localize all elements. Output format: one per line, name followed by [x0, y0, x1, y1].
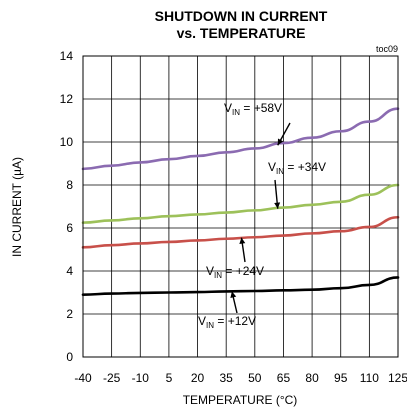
corner-label: toc09	[376, 44, 398, 54]
annotation-arrowhead	[230, 291, 237, 298]
grid	[83, 56, 398, 357]
x-tick-label: 5	[166, 371, 173, 385]
annotation-rest: = +58V	[240, 101, 282, 115]
plot-frame	[82, 55, 399, 358]
chart-subtitle: vs. TEMPERATURE	[177, 25, 306, 41]
y-tick-label: 6	[66, 221, 73, 235]
annotation-sub: IN	[214, 271, 222, 280]
annotation-main: V	[198, 314, 206, 328]
y-tick-label: 14	[60, 49, 74, 63]
x-tick-label: 50	[248, 371, 262, 385]
series-annotation-label: VIN = +12V	[198, 314, 256, 330]
x-ticks: -40 -25 -10 5 20 35 50 65 80 95 110 125	[74, 371, 407, 385]
series-line	[81, 183, 400, 224]
x-tick-label: 110	[360, 371, 379, 385]
x-tick-label: 80	[305, 371, 319, 385]
y-axis-label: IN CURRENT (µA)	[10, 157, 24, 257]
x-tick-label: 35	[220, 371, 234, 385]
annotation-rest: = +12V	[214, 314, 256, 328]
series-annotation-label: VIN = +24V	[206, 264, 264, 280]
x-axis-label: TEMPERATURE (°C)	[183, 393, 298, 407]
annotation-arrowhead	[239, 237, 246, 245]
y-tick-label: 10	[60, 135, 74, 149]
series-annotation-label: VIN = +34V	[268, 160, 326, 176]
annotation-rest: = +34V	[284, 160, 326, 174]
series-line	[81, 276, 400, 296]
x-tick-label: -40	[74, 371, 92, 385]
annotation-sub: IN	[206, 321, 214, 330]
y-ticks: 0 2 4 6 8 10 12 14	[60, 49, 74, 364]
annotation-main: V	[206, 264, 214, 278]
annotation-sub: IN	[232, 108, 240, 117]
series-group	[81, 107, 400, 296]
y-tick-label: 2	[66, 307, 73, 321]
x-tick-label: 125	[388, 371, 407, 385]
annotation-rest: = +24V	[222, 264, 264, 278]
y-tick-label: 12	[60, 92, 74, 106]
annotation-sub: IN	[276, 167, 284, 176]
y-tick-label: 0	[66, 350, 73, 364]
chart-title: SHUTDOWN IN CURRENT	[155, 8, 328, 24]
x-tick-label: 95	[334, 371, 348, 385]
annotation-arrowhead	[274, 202, 281, 209]
x-tick-label: -25	[103, 371, 121, 385]
series-annotation-label: VIN = +58V	[224, 101, 282, 117]
series-line	[81, 107, 400, 171]
x-tick-label: 65	[277, 371, 291, 385]
annotation-main: V	[268, 160, 276, 174]
y-tick-label: 4	[66, 264, 73, 278]
annotation-arrowhead	[277, 138, 284, 146]
x-tick-label: 20	[191, 371, 205, 385]
annotation-main: V	[224, 101, 232, 115]
x-tick-label: -10	[132, 371, 150, 385]
series-line	[81, 215, 400, 249]
y-tick-label: 8	[66, 178, 73, 192]
